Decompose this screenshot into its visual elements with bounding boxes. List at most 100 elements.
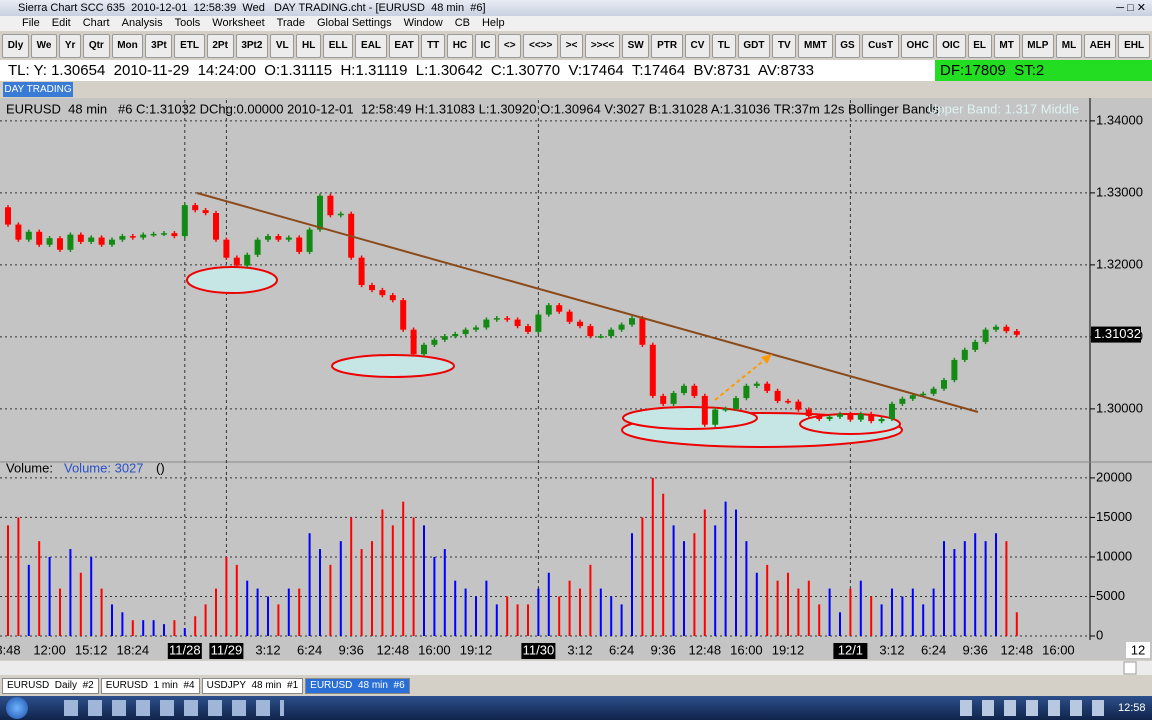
- scroll-thumb[interactable]: [1123, 661, 1137, 675]
- toolbar-button[interactable]: EAL: [355, 34, 387, 58]
- menu-item[interactable]: Tools: [174, 17, 201, 29]
- y-tick-label: 20000: [1096, 469, 1132, 484]
- volume-bar: [360, 549, 363, 636]
- menu-item[interactable]: Worksheet: [212, 17, 265, 29]
- toolbar-button[interactable]: >><<: [585, 34, 620, 58]
- menu-item[interactable]: Trade: [276, 17, 305, 29]
- volume-bar: [797, 588, 800, 636]
- toolbar-button[interactable]: TL: [712, 34, 736, 58]
- candle-body: [774, 390, 781, 401]
- toolbar-button[interactable]: EHL: [1118, 34, 1150, 58]
- chart-tab[interactable]: EURUSD Daily #2: [2, 678, 99, 694]
- chart-tab[interactable]: EURUSD 48 min #6: [305, 678, 410, 694]
- volume-bar: [870, 596, 873, 636]
- toolbar-button[interactable]: TT: [421, 34, 445, 58]
- toolbar-button[interactable]: MMT: [798, 34, 833, 58]
- toolbar-button[interactable]: 3Pt: [145, 34, 173, 58]
- toolbar-button[interactable]: GDT: [737, 34, 771, 58]
- toolbar-button[interactable]: GS: [834, 34, 861, 58]
- volume-bar: [59, 588, 61, 636]
- volume-bar: [215, 588, 217, 636]
- candle-body: [712, 409, 719, 425]
- candle-body: [431, 339, 438, 345]
- x-tick-label: 12:00: [33, 642, 66, 657]
- toolbar-button[interactable]: 3Pt2: [235, 34, 269, 58]
- toolbar-button[interactable]: Qtr: [83, 34, 110, 58]
- candle-body: [244, 254, 251, 266]
- volume-bar: [911, 588, 914, 636]
- start-button[interactable]: [6, 697, 28, 719]
- volume-bar: [1015, 612, 1018, 636]
- toolbar-button[interactable]: MT: [993, 34, 1020, 58]
- toolbar-button[interactable]: 2Pt: [206, 34, 234, 58]
- scrollbar[interactable]: [0, 661, 1152, 675]
- y-tick-label: 10000: [1096, 548, 1132, 563]
- candle-body: [899, 398, 906, 404]
- menu-item[interactable]: Edit: [51, 17, 71, 29]
- menu-item[interactable]: Window: [403, 17, 443, 29]
- toolbar-button[interactable]: ><: [560, 34, 584, 58]
- toolbar-button[interactable]: SW: [621, 34, 650, 58]
- toolbar-button[interactable]: EL: [967, 34, 992, 58]
- toolbar-button[interactable]: VL: [270, 34, 295, 58]
- candle-body: [587, 326, 594, 337]
- toolbar-button[interactable]: HL: [296, 34, 322, 58]
- chart-tab[interactable]: USDJPY 48 min #1: [201, 678, 304, 694]
- candle-body: [618, 324, 625, 330]
- menu-item[interactable]: Analysis: [121, 17, 163, 29]
- toolbar-button[interactable]: Mon: [111, 34, 144, 58]
- volume-bar: [828, 588, 831, 636]
- toolbar-button[interactable]: Dly: [2, 34, 29, 58]
- toolbar-button[interactable]: TV: [772, 34, 797, 58]
- menu-item[interactable]: File: [22, 17, 40, 29]
- candle-body: [337, 213, 344, 216]
- toolbar-button[interactable]: AEH: [1083, 34, 1117, 58]
- volume-bar: [703, 509, 706, 636]
- x-tick-label: 9:36: [963, 642, 988, 657]
- x-tick-label: 19:12: [772, 642, 805, 657]
- volume-bar: [131, 620, 134, 636]
- toolbar-button[interactable]: HC: [447, 34, 473, 58]
- toolbar-button[interactable]: OHC: [900, 34, 935, 58]
- volume-bar: [475, 596, 477, 636]
- toolbar-button[interactable]: ELL: [323, 34, 354, 58]
- quick-launch[interactable]: [64, 700, 284, 716]
- candle-body: [545, 305, 552, 315]
- volume-bar: [651, 477, 654, 636]
- toolbar-button[interactable]: We: [30, 34, 58, 58]
- chart-tab[interactable]: EURUSD 1 min #4: [100, 678, 200, 694]
- y-tick-label: 1.32000: [1096, 256, 1143, 271]
- toolbar-button[interactable]: CV: [684, 34, 711, 58]
- toolbar-button[interactable]: EAT: [388, 34, 420, 58]
- volume-bar: [246, 580, 249, 636]
- volume-bar: [641, 517, 644, 636]
- toolbar-button[interactable]: IC: [474, 34, 497, 58]
- volume-bar: [27, 564, 30, 636]
- candle-body: [213, 213, 219, 240]
- menu-item[interactable]: Global Settings: [316, 17, 392, 29]
- candle-body: [920, 393, 927, 396]
- toolbar-button[interactable]: ETL: [174, 34, 205, 58]
- toolbar-button[interactable]: MLP: [1021, 34, 1055, 58]
- menu-item[interactable]: CB: [454, 17, 470, 29]
- volume-bar: [100, 588, 103, 636]
- candle-body: [982, 329, 989, 342]
- candle-body: [764, 383, 771, 391]
- toolbar-button[interactable]: OIC: [936, 34, 966, 58]
- volume-bar: [974, 533, 977, 636]
- volume-bar: [308, 533, 311, 636]
- volume-bar: [194, 616, 197, 636]
- window-controls[interactable]: ─ □ ✕: [1116, 2, 1146, 14]
- menu-item[interactable]: Chart: [82, 17, 110, 29]
- toolbar-button[interactable]: PTR: [651, 34, 683, 58]
- toolbar-button[interactable]: <<>>: [523, 34, 559, 58]
- toolbar-button[interactable]: <>: [498, 34, 522, 58]
- toolbar-button[interactable]: Yr: [59, 34, 82, 58]
- chartbook-label[interactable]: DAY TRADING: [3, 82, 73, 97]
- toolbar-button[interactable]: CusT: [862, 34, 899, 58]
- tray-icons[interactable]: [960, 700, 1110, 716]
- menu-item[interactable]: Help: [481, 17, 505, 29]
- volume-bar: [839, 612, 841, 636]
- x-tick-label: 12:48: [689, 642, 722, 657]
- toolbar-button[interactable]: ML: [1056, 34, 1082, 58]
